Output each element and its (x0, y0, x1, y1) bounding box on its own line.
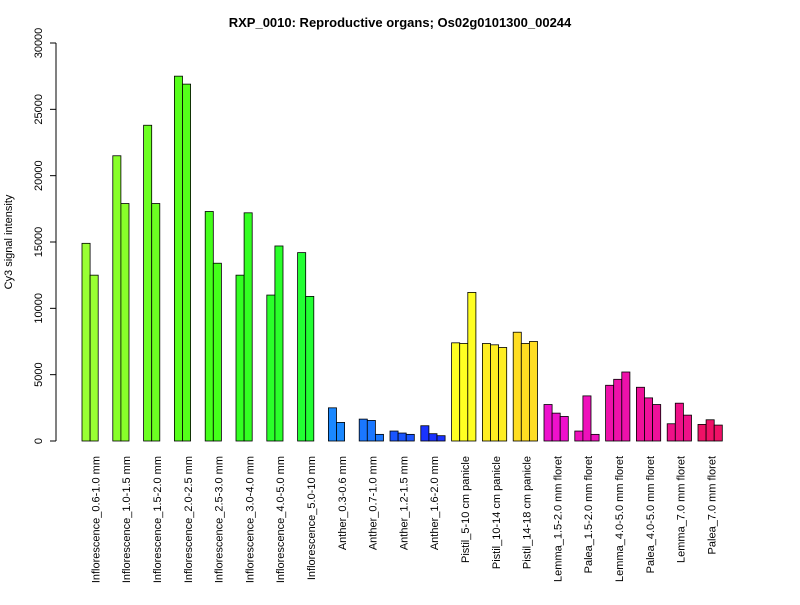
bar (327, 407, 337, 442)
x-axis-labels: Inflorescence_0.6-1.0 mm Inflorescence_1.… (90, 456, 718, 583)
bar (674, 402, 684, 442)
category-label: Lemma_4.0-5.0 mm floret (614, 456, 626, 582)
category-label: Inflorescence_5.0-10 mm (306, 456, 318, 580)
bar (512, 331, 522, 442)
bar (459, 343, 469, 442)
bar (274, 245, 284, 442)
category-label: Anther_1.6-2.0 mm (429, 456, 441, 550)
category-label: Inflorescence_1.0-1.5 mm (121, 456, 133, 583)
bar (559, 416, 569, 442)
category-label: Palea_7.0 mm floret (706, 456, 718, 554)
chart-title: RXP_0010: Reproductive organs; Os02g0101… (229, 15, 572, 30)
bar (112, 155, 122, 442)
bar (666, 423, 676, 442)
bar (428, 433, 438, 442)
category-label: Pistil_10-14 cm panicle (491, 456, 503, 569)
bar (243, 212, 253, 442)
y-tick-label: 20000 (33, 160, 45, 191)
y-axis: 0 5000 10000 15000 20000 25000 30000 (33, 28, 57, 444)
category-label: Pistil_5-10 cm panicle (460, 456, 472, 563)
bar (143, 124, 153, 442)
bar (389, 430, 399, 442)
bar (481, 343, 491, 442)
category-label: Palea_1.5-2.0 mm floret (583, 456, 595, 573)
bar (235, 274, 245, 442)
bar (451, 342, 461, 442)
category-label: Lemma_7.0 mm floret (676, 456, 688, 563)
bar (266, 294, 276, 442)
y-tick-label: 5000 (33, 362, 45, 386)
bar (652, 404, 662, 442)
bar (305, 295, 315, 442)
y-tick-label: 10000 (33, 293, 45, 324)
category-label: Inflorescence_4.0-5.0 mm (275, 456, 287, 583)
category-label: Inflorescence_2.0-2.5 mm (183, 456, 195, 583)
bar (374, 433, 384, 442)
bar (467, 292, 477, 442)
bar (551, 412, 561, 442)
category-label: Inflorescence_0.6-1.0 mm (90, 456, 102, 583)
bar (436, 435, 446, 442)
bar (358, 418, 368, 442)
bar (151, 203, 161, 442)
bar (574, 430, 584, 442)
bar (490, 344, 500, 442)
bar (204, 211, 214, 442)
bar (605, 384, 615, 442)
bar (120, 203, 130, 442)
category-label: Inflorescence_2.5-3.0 mm (214, 456, 226, 583)
category-label: Pistil_14-18 cm panicle (522, 456, 534, 569)
y-tick-label: 0 (33, 438, 45, 444)
bar (590, 433, 600, 442)
bar (582, 395, 592, 442)
bar (498, 347, 508, 442)
bar (697, 424, 707, 442)
bar (705, 419, 715, 442)
bar (81, 242, 91, 442)
bar (297, 252, 307, 442)
y-tick-label: 15000 (33, 227, 45, 258)
category-label: Inflorescence_3.0-4.0 mm (244, 456, 256, 583)
bar (621, 371, 631, 442)
bar (636, 386, 645, 442)
bar (613, 378, 623, 442)
bar (89, 274, 99, 442)
y-tick-label: 30000 (33, 28, 45, 59)
category-label: Anther_0.3-0.6 mm (337, 456, 349, 550)
bar (366, 420, 376, 442)
bar (683, 414, 692, 442)
category-label: Anther_1.2-1.5 mm (398, 456, 410, 550)
bar (173, 75, 183, 442)
bar (420, 425, 430, 442)
category-label: Lemma_1.5-2.0 mm floret (552, 456, 564, 582)
bar (212, 262, 222, 442)
bars (81, 75, 723, 442)
category-label: Inflorescence_1.5-2.0 mm (152, 456, 164, 583)
y-axis-label: Cy3 signal intensity (3, 194, 15, 289)
bar (182, 83, 192, 442)
bar (713, 424, 723, 442)
bar (336, 422, 346, 442)
bar (405, 433, 415, 442)
bar (397, 432, 407, 442)
bar (543, 404, 553, 442)
bar (644, 397, 654, 442)
bar (529, 341, 538, 442)
category-label: Anther_0.7-1.0 mm (368, 456, 380, 550)
y-tick-label: 25000 (33, 94, 45, 125)
category-label: Palea_4.0-5.0 mm floret (645, 456, 657, 573)
bar (520, 343, 530, 442)
